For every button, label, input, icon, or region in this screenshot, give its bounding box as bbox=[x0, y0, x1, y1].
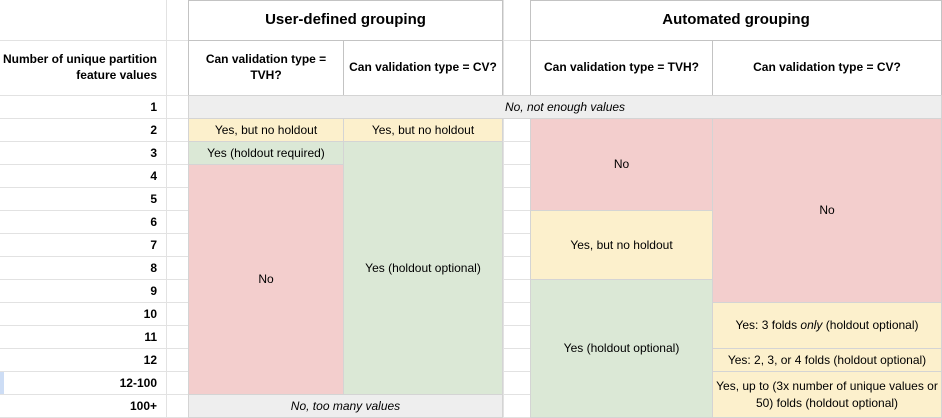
col-header-auto-tvh[interactable]: Can validation type = TVH? bbox=[530, 40, 713, 96]
cell-ud-cv-row2[interactable]: Yes, but no holdout bbox=[343, 118, 503, 142]
row-label[interactable]: 7 bbox=[150, 237, 157, 252]
row-label[interactable]: 12-100 bbox=[119, 375, 157, 390]
row-label[interactable]: 3 bbox=[150, 145, 157, 160]
cell-auto-cv-rows10-11[interactable]: Yes: 3 folds only (holdout optional) bbox=[712, 302, 942, 349]
cell-auto-cv-row12[interactable]: Yes: 2, 3, or 4 folds (holdout optional) bbox=[712, 348, 942, 372]
cell-text: Yes: 3 folds only (holdout optional) bbox=[735, 318, 919, 333]
cell-ud-tvh-rows4-100[interactable]: No bbox=[188, 164, 344, 395]
cell-auto-cv-rows2-9[interactable]: No bbox=[712, 118, 942, 303]
row-label[interactable]: 11 bbox=[144, 329, 157, 344]
row-label[interactable]: 9 bbox=[150, 283, 157, 298]
gridline bbox=[166, 0, 167, 418]
row-label[interactable]: 5 bbox=[150, 191, 157, 206]
col-header-auto-cv[interactable]: Can validation type = CV? bbox=[712, 40, 942, 96]
row-label[interactable]: 4 bbox=[150, 168, 157, 183]
cell-ud-tvh-row2[interactable]: Yes, but no holdout bbox=[188, 118, 344, 142]
row-label[interactable]: 1 bbox=[150, 99, 157, 114]
group-header-automated[interactable]: Automated grouping bbox=[530, 0, 942, 41]
cell-ud-cv-rows3-100[interactable]: Yes (holdout optional) bbox=[343, 141, 503, 395]
row-label[interactable]: 6 bbox=[150, 214, 157, 229]
row-label[interactable]: 8 bbox=[150, 260, 157, 275]
col-header-ud-tvh[interactable]: Can validation type = TVH? bbox=[188, 40, 344, 96]
col-header-ud-cv[interactable]: Can validation type = CV? bbox=[343, 40, 503, 96]
cell-auto-cv-rows12-100-plus[interactable]: Yes, up to (3x number of unique values o… bbox=[712, 371, 942, 418]
row-label[interactable]: 2 bbox=[150, 122, 157, 137]
cell-ud-tvh-row3[interactable]: Yes (holdout required) bbox=[188, 141, 344, 165]
group-header-user-defined[interactable]: User-defined grouping bbox=[188, 0, 503, 41]
row-label[interactable]: 12 bbox=[143, 352, 157, 367]
gridline bbox=[503, 0, 504, 418]
row-label[interactable]: 100+ bbox=[129, 398, 157, 413]
cell-auto-tvh-rows2-5[interactable]: No bbox=[530, 118, 713, 211]
cell-not-enough-values[interactable]: No, not enough values bbox=[188, 95, 942, 119]
row-selection-strip bbox=[0, 372, 4, 394]
cell-auto-tvh-rows6-8[interactable]: Yes, but no holdout bbox=[530, 210, 713, 280]
row-label[interactable]: 10 bbox=[143, 306, 157, 321]
cell-too-many-values[interactable]: No, too many values bbox=[188, 394, 503, 418]
cell-auto-tvh-rows9-plus[interactable]: Yes (holdout optional) bbox=[530, 279, 713, 418]
row-axis-header[interactable]: Number of unique partition feature value… bbox=[3, 52, 157, 82]
